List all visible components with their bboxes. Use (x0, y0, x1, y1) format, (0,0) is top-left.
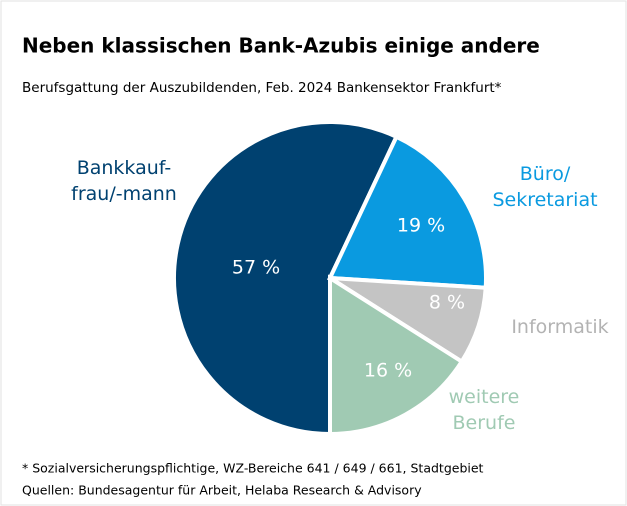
category-label-line: frau/-mann (71, 183, 177, 205)
pie-slice (328, 274, 465, 437)
footnote: * Sozialversicherungspflichtige, WZ-Bere… (22, 461, 484, 476)
category-label-line: Berufe (453, 412, 516, 434)
category-label-line: Sekretariat (492, 189, 597, 211)
value-label: 19 % (397, 215, 445, 237)
category-label: Bankkauf-frau/-mann (71, 157, 177, 205)
category-label: Informatik (511, 316, 608, 338)
category-label-line: Bankkauf- (77, 157, 172, 179)
pie-slice (326, 134, 488, 290)
category-label-line: weitere (449, 386, 520, 408)
category-label-line: Büro/ (520, 163, 571, 185)
footnote: Quellen: Bundesagentur für Arbeit, Helab… (22, 483, 422, 498)
chart-subtitle: Berufsgattung der Auszubildenden, Feb. 2… (22, 80, 502, 96)
value-label: 57 % (232, 257, 280, 279)
category-label: Büro/Sekretariat (492, 163, 597, 211)
chart-title: Neben klassischen Bank-Azubis einige and… (22, 34, 540, 58)
category-label-line: Informatik (511, 316, 608, 338)
value-label: 8 % (429, 292, 465, 314)
category-label: weitere Berufe (449, 386, 520, 434)
pie-slice (172, 120, 400, 437)
value-label: 16 % (364, 360, 412, 382)
